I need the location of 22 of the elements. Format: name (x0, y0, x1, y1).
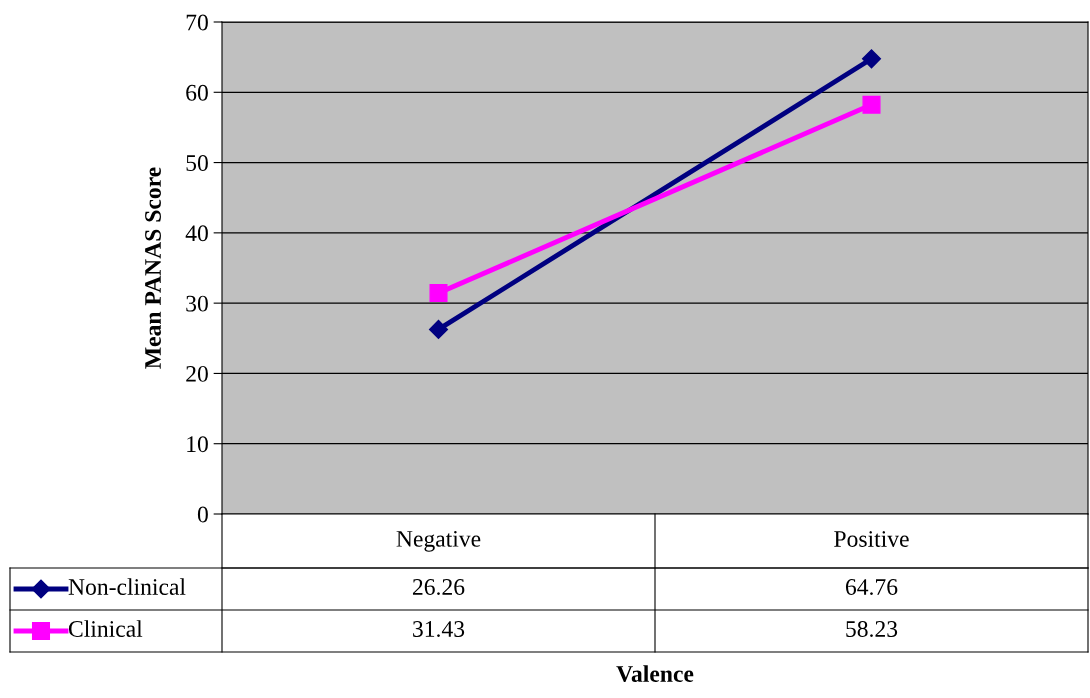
y-tick-label: 0 (197, 506, 208, 523)
data-label: 26.26 (412, 579, 465, 596)
y-tick-label: 70 (186, 14, 208, 31)
y-axis-title: Mean PANAS Score (145, 167, 161, 369)
x-axis-title: Valence (616, 665, 694, 683)
y-tick-label: 10 (187, 436, 208, 453)
data-label: 58.23 (846, 620, 898, 638)
x-tick-label: Negative (396, 530, 481, 552)
data-label: 64.76 (845, 579, 898, 596)
y-tick-label: 20 (186, 365, 208, 382)
legend-label: Clinical (68, 620, 143, 637)
y-tick-label: 60 (186, 84, 208, 101)
point (428, 319, 449, 339)
point (429, 284, 448, 303)
x-tick-label: Positive (834, 531, 909, 547)
legend-label: Non-clinical (68, 578, 186, 595)
point (861, 49, 882, 69)
y-tick-label: 40 (185, 225, 208, 242)
y-tick-label: 50 (186, 155, 208, 171)
point (862, 95, 881, 114)
data-label: 31.43 (413, 621, 465, 638)
y-tick-label: 30 (186, 295, 208, 312)
